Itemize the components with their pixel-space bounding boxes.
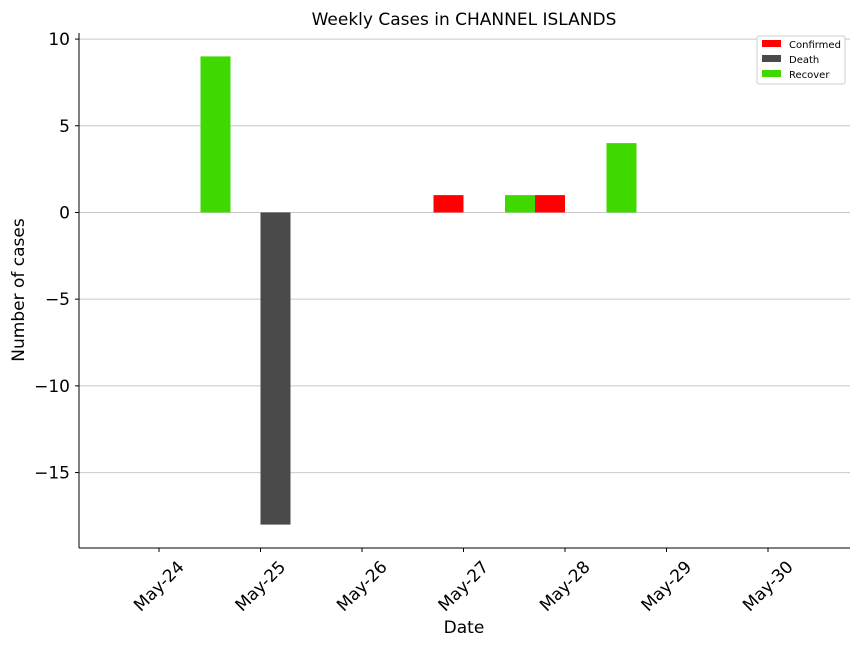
x-tick-label: May-28 bbox=[536, 557, 594, 615]
bar-recover-may-28 bbox=[505, 195, 535, 213]
axes bbox=[78, 33, 850, 549]
x-tick-label: May-24 bbox=[130, 557, 188, 615]
y-tick-label: 0 bbox=[59, 203, 70, 223]
y-tick-label: −15 bbox=[34, 464, 70, 484]
bar-confirmed-may-28 bbox=[535, 195, 565, 213]
x-tick-label: May-26 bbox=[333, 557, 391, 615]
bars bbox=[200, 56, 637, 525]
legend-label-death: Death bbox=[789, 55, 819, 66]
legend: Confirmed Death Recover bbox=[756, 35, 846, 85]
bar-death-may-25 bbox=[260, 212, 291, 525]
legend-swatch-recover bbox=[762, 70, 781, 77]
x-axis-label: Date bbox=[444, 618, 485, 638]
chart-title: Weekly Cases in CHANNEL ISLANDS bbox=[312, 10, 617, 30]
y-ticks: 10 5 0 −5 −10 −15 bbox=[34, 30, 79, 484]
y-axis-label: Number of cases bbox=[9, 218, 29, 362]
legend-swatch-confirmed bbox=[762, 40, 781, 47]
y-tick-label: 5 bbox=[59, 117, 70, 137]
legend-swatch-death bbox=[762, 55, 781, 62]
y-tick-label: 10 bbox=[48, 30, 70, 50]
y-tick-label: −5 bbox=[45, 290, 70, 310]
bar-recover-may-25 bbox=[200, 56, 231, 213]
x-tick-label: May-25 bbox=[232, 557, 290, 615]
y-tick-label: −10 bbox=[34, 377, 70, 397]
grid-lines bbox=[79, 38, 850, 474]
x-ticks: May-24 May-25 May-26 May-27 May-28 May-29 May-… bbox=[130, 548, 798, 616]
legend-label-recover: Recover bbox=[789, 70, 830, 81]
x-tick-label: May-29 bbox=[638, 557, 696, 615]
legend-label-confirmed: Confirmed bbox=[789, 40, 841, 51]
x-tick-label: May-27 bbox=[435, 557, 493, 615]
x-tick-label: May-30 bbox=[739, 557, 797, 615]
bar-recover-may-29 bbox=[606, 143, 637, 213]
bar-confirmed-may-27 bbox=[433, 195, 464, 213]
